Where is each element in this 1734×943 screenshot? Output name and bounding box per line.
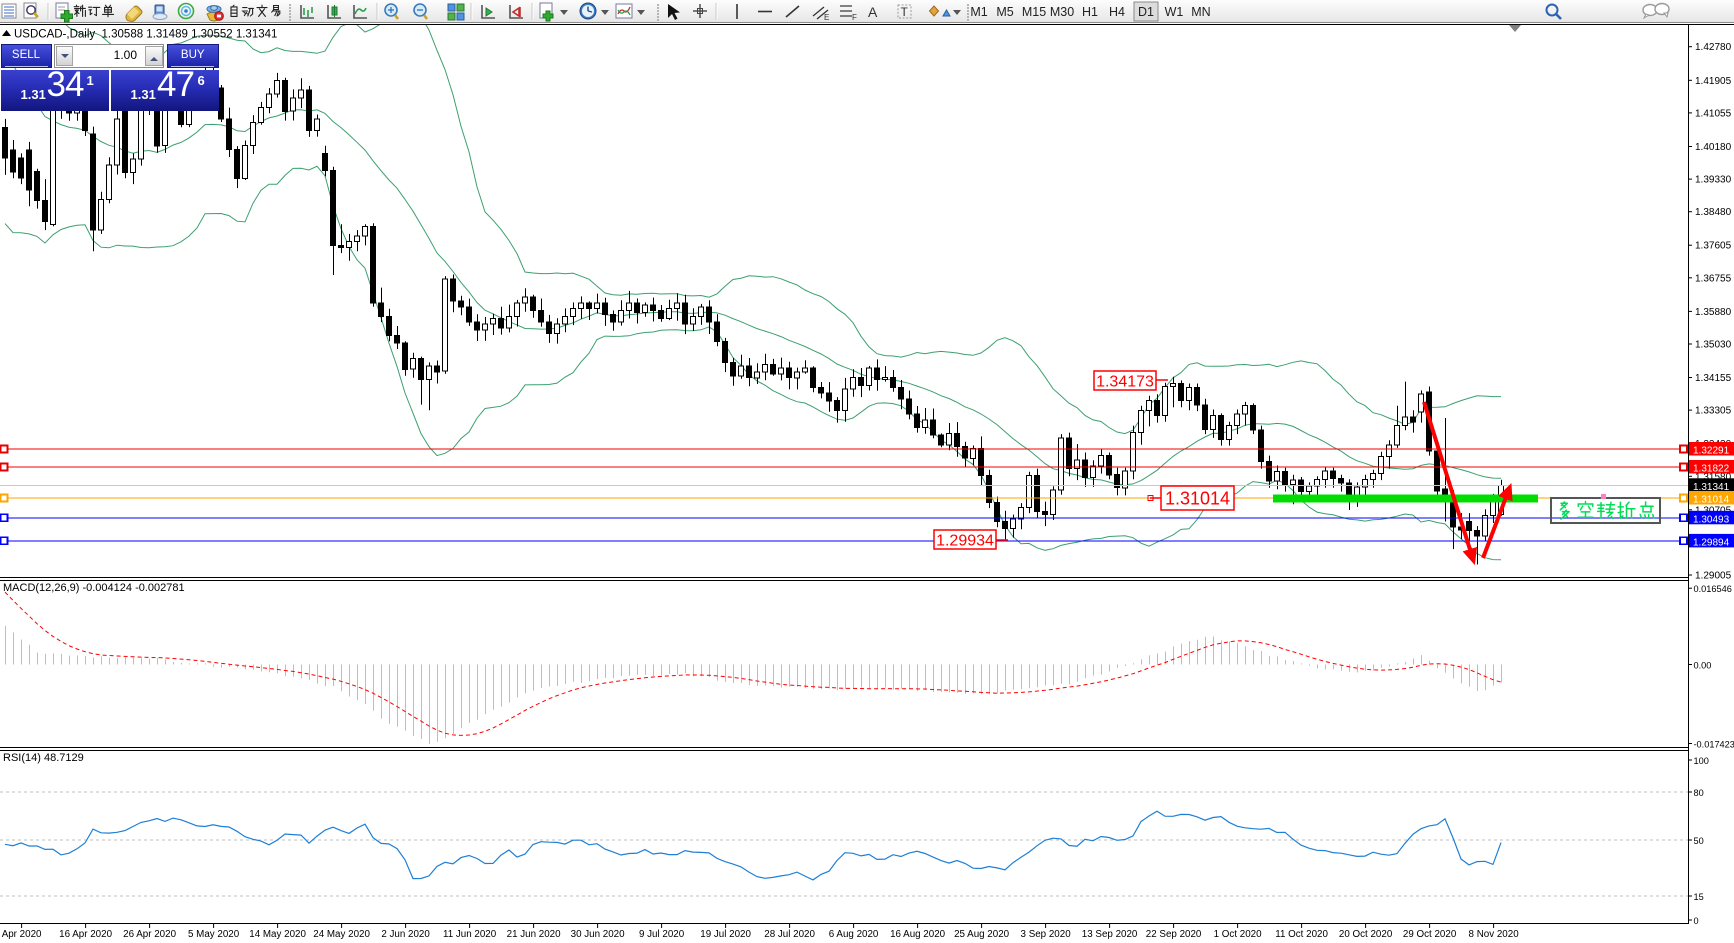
svg-text:A: A (868, 4, 878, 20)
svg-text:W1: W1 (1165, 5, 1184, 19)
svg-text:1.40180: 1.40180 (1695, 142, 1732, 153)
svg-text:1.42780: 1.42780 (1695, 42, 1732, 53)
svg-text:2 Jun 2020: 2 Jun 2020 (381, 929, 430, 940)
svg-text:50: 50 (1694, 836, 1704, 846)
svg-text:1.31014: 1.31014 (1165, 488, 1230, 508)
svg-text:0.00: 0.00 (1694, 661, 1712, 671)
svg-text:1.37605: 1.37605 (1695, 241, 1732, 252)
svg-text:8 Nov 2020: 8 Nov 2020 (1469, 929, 1520, 940)
svg-text:6 Aug 2020: 6 Aug 2020 (829, 929, 879, 940)
svg-text:MACD(12,26,9) -0.004124 -0.002: MACD(12,26,9) -0.004124 -0.002781 (3, 582, 185, 594)
svg-text:1.31014: 1.31014 (1693, 495, 1730, 506)
svg-text:1 Oct 2020: 1 Oct 2020 (1214, 929, 1262, 940)
svg-text:1.30493: 1.30493 (1693, 514, 1730, 525)
svg-text:MN: MN (1191, 5, 1210, 19)
svg-text:M1: M1 (970, 5, 987, 19)
svg-text:1.31341: 1.31341 (1693, 482, 1730, 493)
svg-text:-0.017423: -0.017423 (1694, 740, 1734, 750)
svg-text:100: 100 (1694, 756, 1709, 766)
svg-text:26 Apr 2020: 26 Apr 2020 (123, 929, 176, 940)
svg-text:11 Jun 2020: 11 Jun 2020 (443, 929, 497, 940)
svg-text:5 May 2020: 5 May 2020 (188, 929, 240, 940)
svg-text:1.29894: 1.29894 (1693, 537, 1730, 548)
svg-text:F: F (852, 13, 857, 22)
svg-text:1.34173: 1.34173 (1096, 373, 1154, 390)
svg-text:T: T (901, 5, 909, 19)
svg-text:16 Aug 2020: 16 Aug 2020 (890, 929, 946, 940)
svg-text:M30: M30 (1050, 5, 1074, 19)
svg-text:M5: M5 (996, 5, 1013, 19)
svg-text:1.41055: 1.41055 (1695, 108, 1732, 119)
svg-text:1.29934: 1.29934 (936, 532, 994, 549)
svg-text:0: 0 (1694, 916, 1699, 926)
svg-text:13 Sep 2020: 13 Sep 2020 (1082, 929, 1138, 940)
svg-text:1.29005: 1.29005 (1695, 571, 1732, 582)
svg-text:11 Oct 2020: 11 Oct 2020 (1275, 929, 1328, 940)
svg-text:20 Oct 2020: 20 Oct 2020 (1339, 929, 1393, 940)
svg-text:1.33305: 1.33305 (1695, 406, 1732, 417)
svg-text:1.41905: 1.41905 (1695, 76, 1732, 87)
svg-text:9 Jul 2020: 9 Jul 2020 (639, 929, 685, 940)
svg-text:21 Jun 2020: 21 Jun 2020 (507, 929, 561, 940)
svg-text:USDCAD-,Daily 1.30588 1.31489: USDCAD-,Daily 1.30588 1.31489 1.30552 1.… (14, 29, 277, 41)
svg-text:28 Jul 2020: 28 Jul 2020 (764, 929, 815, 940)
svg-text:1.39330: 1.39330 (1695, 175, 1732, 186)
svg-text:D1: D1 (1138, 5, 1154, 19)
svg-text:M15: M15 (1022, 5, 1046, 19)
svg-text:30 Jun 2020: 30 Jun 2020 (571, 929, 625, 940)
svg-text:1.36755: 1.36755 (1695, 273, 1732, 284)
svg-text:16 Apr 2020: 16 Apr 2020 (59, 929, 112, 940)
svg-text:0.016546: 0.016546 (1694, 584, 1732, 594)
svg-text:29 Oct 2020: 29 Oct 2020 (1403, 929, 1457, 940)
svg-text:24 May 2020: 24 May 2020 (313, 929, 370, 940)
svg-text:19 Jul 2020: 19 Jul 2020 (700, 929, 751, 940)
svg-text:1.31822: 1.31822 (1693, 464, 1730, 475)
svg-text:14 May 2020: 14 May 2020 (249, 929, 306, 940)
svg-text:1.35030: 1.35030 (1695, 340, 1732, 351)
svg-text:1.35880: 1.35880 (1695, 307, 1732, 318)
svg-text:RSI(14) 48.7129: RSI(14) 48.7129 (3, 752, 84, 764)
svg-text:25 Aug 2020: 25 Aug 2020 (954, 929, 1010, 940)
svg-text:1.34155: 1.34155 (1695, 373, 1732, 384)
svg-text:80: 80 (1694, 788, 1704, 798)
svg-text:3 Sep 2020: 3 Sep 2020 (1021, 929, 1072, 940)
svg-text:1.32291: 1.32291 (1693, 446, 1730, 457)
svg-text:22 Sep 2020: 22 Sep 2020 (1146, 929, 1202, 940)
svg-text:E: E (824, 13, 829, 22)
svg-text:1.38480: 1.38480 (1695, 207, 1732, 218)
svg-text:Apr 2020: Apr 2020 (2, 929, 42, 940)
svg-text:15: 15 (1694, 892, 1704, 902)
svg-text:1.31580: 1.31580 (1695, 472, 1732, 483)
svg-text:H1: H1 (1082, 5, 1098, 19)
svg-text:H4: H4 (1109, 5, 1125, 19)
